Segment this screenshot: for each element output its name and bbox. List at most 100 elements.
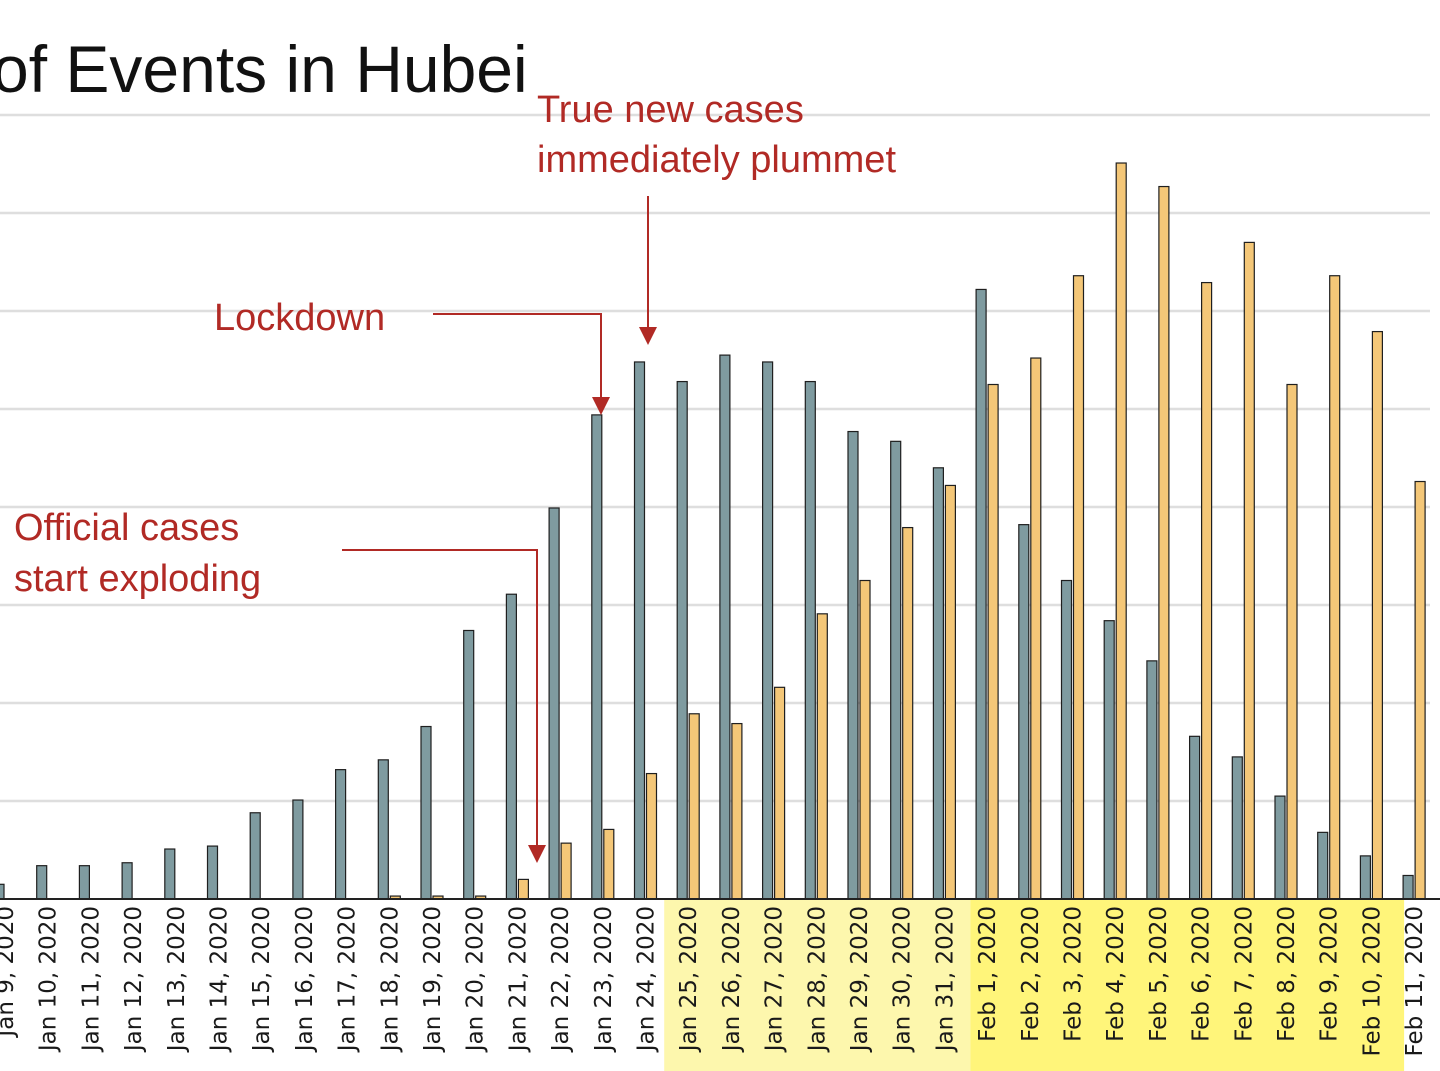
bar-a-2 xyxy=(78,865,91,900)
bar-a-13 xyxy=(548,507,560,900)
bar-b-27 xyxy=(1158,185,1170,900)
bar-b-25 xyxy=(1072,275,1085,900)
x-tick-label: Jan 13, 2020 xyxy=(164,906,190,1053)
x-tick-label: Feb 8, 2020 xyxy=(1274,906,1300,1042)
x-tick-label: Jan 21, 2020 xyxy=(505,906,531,1053)
bar-b-12 xyxy=(517,878,530,900)
annotation-true-new-cases: True new cases immediately plummet xyxy=(537,89,896,345)
bar-b-16 xyxy=(688,713,700,900)
highlight-jan-25-to-jan-31 xyxy=(664,899,971,1071)
bar-a-26 xyxy=(1103,620,1115,900)
bar-a-18 xyxy=(761,361,774,900)
x-tick-label: Jan 12, 2020 xyxy=(121,906,147,1053)
x-tick-label: Feb 10, 2020 xyxy=(1359,906,1385,1056)
x-tick-label: Jan 15, 2020 xyxy=(249,906,275,1053)
bar-a-6 xyxy=(249,812,261,900)
annotation-lockdown-arrowhead xyxy=(592,397,610,415)
bar-b-23 xyxy=(987,383,999,900)
bar-b-32 xyxy=(1371,330,1384,900)
annotation-official-cases: Official cases start exploding xyxy=(14,507,546,863)
bar-b-30 xyxy=(1286,383,1298,900)
bar-b-22 xyxy=(944,484,957,900)
bar-a-4 xyxy=(164,848,176,900)
bar-a-32 xyxy=(1359,855,1372,900)
bar-a-14 xyxy=(591,414,603,900)
bar-a-11 xyxy=(463,629,475,900)
x-tick-label: Jan 22, 2020 xyxy=(548,906,574,1053)
bar-a-16 xyxy=(676,380,688,900)
x-tick-label: Feb 2, 2020 xyxy=(1018,906,1044,1042)
bar-a-9 xyxy=(377,759,389,900)
bar-b-18 xyxy=(773,686,786,900)
annotation-true-new-cases-line-1: True new cases xyxy=(537,89,804,131)
bar-a-25 xyxy=(1060,579,1073,900)
bar-b-13 xyxy=(560,842,572,900)
x-tick-label: Jan 24, 2020 xyxy=(634,906,660,1053)
bar-a-7 xyxy=(292,799,304,900)
x-tick-label: Feb 7, 2020 xyxy=(1231,906,1257,1042)
bar-a-8 xyxy=(335,769,347,900)
bar-a-33 xyxy=(1402,874,1414,900)
bar-a-5 xyxy=(206,845,219,900)
bar-b-28 xyxy=(1200,281,1213,900)
bar-a-23 xyxy=(975,288,987,900)
bar-b-33 xyxy=(1414,480,1426,900)
bar-b-24 xyxy=(1030,357,1042,900)
annotation-official-cases-arrowhead xyxy=(528,845,546,863)
x-tick-label: Jan 28, 2020 xyxy=(804,906,830,1053)
x-tick-label: Jan 19, 2020 xyxy=(420,906,446,1053)
bar-b-26 xyxy=(1115,162,1127,900)
bar-b-17 xyxy=(731,722,743,900)
x-tick-label: Jan 30, 2020 xyxy=(890,906,916,1053)
bar-b-29 xyxy=(1243,241,1255,900)
x-tick-label: Jan 25, 2020 xyxy=(676,906,702,1053)
x-tick-label: Jan 26, 2020 xyxy=(719,906,745,1053)
bar-a-28 xyxy=(1188,735,1201,900)
x-tick-label: Jan 27, 2020 xyxy=(762,906,788,1053)
highlight-feb-1-to-feb-10 xyxy=(970,899,1405,1071)
x-tick-label: Feb 3, 2020 xyxy=(1061,906,1087,1042)
x-tick-label: Jan 9, 2020 xyxy=(0,906,19,1039)
bar-b-15 xyxy=(645,772,658,900)
bar-a-27 xyxy=(1146,660,1158,900)
x-tick-label: Jan 20, 2020 xyxy=(463,906,489,1053)
x-tick-label: Jan 11, 2020 xyxy=(78,906,104,1053)
x-tick-label: Jan 18, 2020 xyxy=(377,906,403,1053)
bar-b-20 xyxy=(859,579,871,900)
bar-b-14 xyxy=(603,828,615,900)
annotation-official-cases-arrow xyxy=(342,549,538,848)
annotation-official-cases-line-1: Official cases xyxy=(14,507,239,549)
bar-a-10 xyxy=(420,725,432,900)
bar-a-20 xyxy=(847,430,859,900)
bar-a-24 xyxy=(1018,524,1030,900)
highlight-layer xyxy=(664,899,1405,1071)
bar-a-31 xyxy=(1317,831,1329,900)
bar-a-15 xyxy=(633,361,646,900)
bar-a-0 xyxy=(0,883,5,900)
x-tick-label: Feb 6, 2020 xyxy=(1189,906,1215,1042)
bar-a-22 xyxy=(932,467,945,900)
x-tick-label: Jan 23, 2020 xyxy=(591,906,617,1053)
annotation-official-cases-line-2: start exploding xyxy=(14,558,261,600)
bar-a-21 xyxy=(890,440,902,900)
x-tick-labels: Jan 9, 2020 Jan 10, 2020 Jan 11, 2020 Jan 1… xyxy=(0,906,1428,1056)
x-tick-label: Jan 17, 2020 xyxy=(335,906,361,1053)
annotation-lockdown: Lockdown xyxy=(214,297,610,415)
bar-b-21 xyxy=(902,526,914,900)
annotation-true-new-cases-line-2: immediately plummet xyxy=(537,139,896,181)
bar-a-12 xyxy=(505,593,517,900)
x-tick-label: Feb 1, 2020 xyxy=(975,906,1001,1042)
annotation-lockdown-arrow xyxy=(433,313,602,400)
bar-a-3 xyxy=(121,862,133,900)
bar-b-19 xyxy=(816,613,828,900)
x-tick-label: Jan 14, 2020 xyxy=(207,906,233,1053)
x-tick-label: Feb 11, 2020 xyxy=(1402,906,1428,1056)
series-b-bars xyxy=(389,162,1426,900)
x-tick-label: Feb 4, 2020 xyxy=(1103,906,1129,1042)
x-tick-label: Jan 29, 2020 xyxy=(847,906,873,1053)
bar-a-30 xyxy=(1274,795,1286,900)
bar-a-29 xyxy=(1231,756,1243,900)
bar-a-17 xyxy=(719,354,731,900)
x-tick-label: Feb 9, 2020 xyxy=(1317,906,1343,1042)
